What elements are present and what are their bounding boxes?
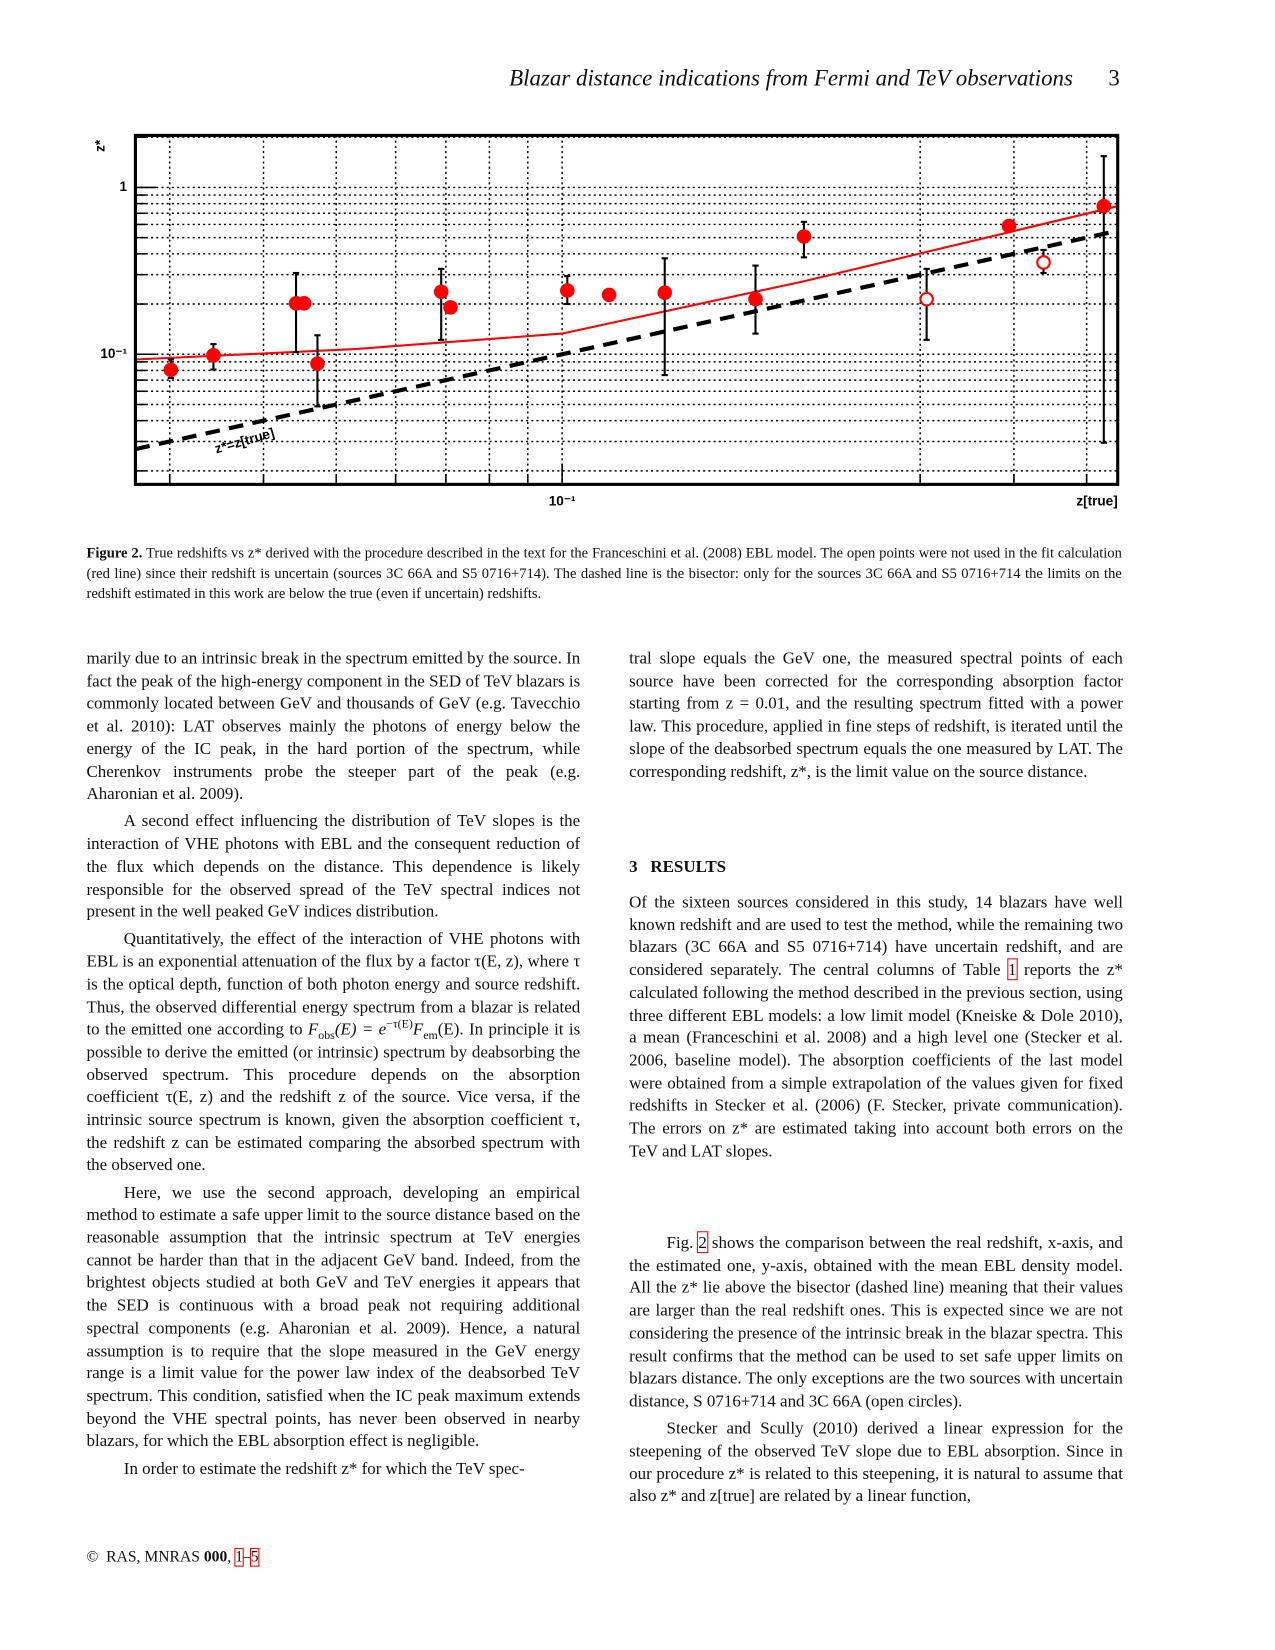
- data-point: [796, 229, 812, 244]
- results-paragraph: Of the sixteen sources considered in thi…: [629, 891, 1123, 1162]
- page-link[interactable]: 5: [249, 1547, 260, 1567]
- paragraph: A second effect influencing the distribu…: [86, 810, 581, 922]
- data-point: [163, 362, 179, 378]
- data-point: [296, 296, 312, 311]
- text-run: Fig.: [666, 1232, 699, 1253]
- left-column: marily due to an intrinsic break in the …: [86, 647, 580, 1480]
- y-tick-label: 10⁻¹: [100, 346, 127, 361]
- open-point: [1036, 255, 1051, 270]
- page-link[interactable]: 1: [234, 1547, 244, 1567]
- copyright-symbol: ©: [86, 1548, 99, 1566]
- math: (E) = e: [334, 1019, 387, 1039]
- paragraph: marily due to an intrinsic break in the …: [86, 647, 581, 804]
- footer: © RAS, MNRAS 000, 1–5: [86, 1547, 260, 1567]
- caption-label: Figure 2.: [86, 545, 143, 562]
- separator: ,: [227, 1548, 232, 1566]
- figure-caption: Figure 2. True redshifts vs z* derived w…: [86, 544, 1121, 605]
- math: F: [307, 1019, 319, 1039]
- journal: RAS, MNRAS: [106, 1548, 200, 1566]
- text-run: (E). In principle it is possible to deri…: [86, 1019, 581, 1175]
- figure-link[interactable]: 2: [697, 1231, 708, 1254]
- paragraph: Of the sixteen sources considered in thi…: [629, 891, 1123, 1162]
- right-column-top: tral slope equals the GeV one, the measu…: [629, 647, 1123, 783]
- data-point: [560, 283, 575, 298]
- section-title: 3 RESULTS: [629, 855, 1123, 878]
- dash: –: [242, 1548, 251, 1566]
- math-sup: −τ(E): [386, 1018, 413, 1032]
- volume: 000: [203, 1548, 228, 1566]
- bisector-line: [134, 228, 1119, 452]
- paragraph: Quantitatively, the effect of the intera…: [86, 928, 580, 1177]
- paragraph: In order to estimate the redshift z* for…: [123, 1457, 525, 1478]
- paragraph: tral slope equals the GeV one, the measu…: [629, 647, 1123, 781]
- data-point: [601, 287, 617, 303]
- data-point: [748, 291, 763, 307]
- section-heading: 3 RESULTS: [629, 855, 1123, 878]
- data-point: [657, 285, 673, 300]
- discussion: Fig. 2 shows the comparison between the …: [629, 1231, 1123, 1507]
- y-tick-label: 1: [120, 179, 128, 194]
- table-link[interactable]: 1: [1006, 958, 1018, 981]
- x-axis-label: z[true]: [1076, 494, 1117, 509]
- data-point: [1001, 218, 1017, 234]
- paragraph: Here, we use the second approach, develo…: [86, 1181, 581, 1451]
- text-run: Of the sixteen sources considered in thi…: [629, 891, 1123, 980]
- plot-frame: [133, 133, 1120, 486]
- data-point: [1096, 198, 1112, 214]
- paragraph: Stecker and Scully (2010) derived a line…: [629, 1417, 1123, 1506]
- data-point: [443, 300, 458, 315]
- data-point: [433, 284, 449, 300]
- figure-chart: z* z[true] 10⁻¹ 10⁻¹ 1 z*=z[true]: [93, 133, 1120, 509]
- y-axis-label: z*: [93, 139, 108, 152]
- open-point: [919, 291, 934, 307]
- text-run: shows the comparison between the real re…: [629, 1232, 1123, 1411]
- math-sub: em: [423, 1029, 438, 1043]
- text-run: reports the z* calculated following the …: [629, 959, 1123, 1161]
- annotation: z*=z[true]: [213, 425, 276, 456]
- x-tick-label: 10⁻¹: [549, 494, 576, 509]
- math: F: [412, 1019, 424, 1039]
- running-title: Blazar distance indications from Fermi a…: [509, 64, 1073, 91]
- page-number: 3: [1108, 64, 1120, 91]
- section-name: RESULTS: [650, 856, 727, 877]
- data-point: [310, 356, 325, 371]
- fit-line: [135, 205, 1118, 361]
- text-run: Quantitatively, the effect of the intera…: [86, 928, 581, 1039]
- caption-text: True redshifts vs z* derived with the pr…: [86, 545, 1122, 603]
- section-number: 3: [629, 856, 638, 877]
- math-sub: obs: [318, 1029, 335, 1043]
- data-point: [206, 347, 221, 363]
- paragraph: Fig. 2 shows the comparison between the …: [629, 1231, 1123, 1412]
